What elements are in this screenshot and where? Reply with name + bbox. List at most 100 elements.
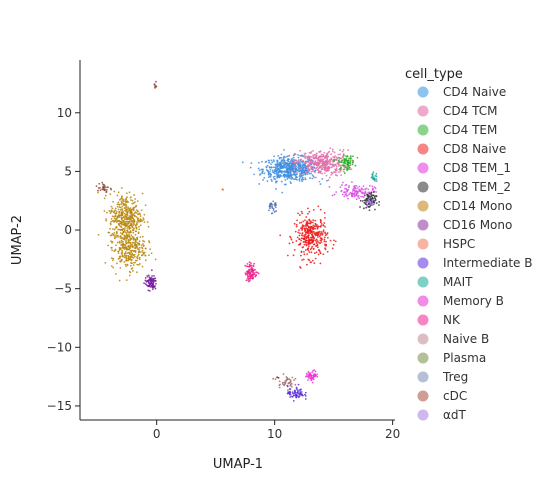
data-point <box>292 164 294 167</box>
data-point <box>286 168 289 170</box>
data-point <box>309 378 312 380</box>
data-point <box>109 227 111 230</box>
data-point <box>328 150 331 153</box>
data-point <box>285 165 288 168</box>
data-point <box>371 201 374 204</box>
data-point <box>333 171 336 173</box>
data-point <box>136 210 139 213</box>
data-point <box>106 211 108 214</box>
data-point <box>286 170 289 172</box>
data-point <box>315 155 317 158</box>
data-point <box>288 391 291 393</box>
data-point <box>304 393 306 396</box>
data-point <box>368 184 371 187</box>
data-point <box>358 185 361 188</box>
data-point <box>122 219 125 222</box>
data-point <box>111 215 114 218</box>
data-point <box>104 194 107 197</box>
data-point <box>131 199 134 202</box>
data-point <box>129 230 132 233</box>
data-point <box>319 150 322 153</box>
data-point <box>130 212 133 215</box>
data-point <box>324 216 326 219</box>
data-point <box>300 239 302 242</box>
data-point <box>244 273 247 276</box>
data-point <box>126 218 129 221</box>
data-point <box>311 377 313 380</box>
data-point <box>326 250 329 253</box>
data-point <box>315 161 318 164</box>
legend-label: CD16 Mono <box>443 218 512 232</box>
data-point <box>141 192 144 195</box>
data-point <box>142 253 145 255</box>
data-point <box>246 262 249 265</box>
data-point <box>149 277 151 280</box>
data-point <box>298 222 301 224</box>
data-point <box>121 221 124 224</box>
data-point <box>378 200 381 203</box>
data-point <box>300 170 303 173</box>
data-point <box>125 265 128 268</box>
y-tick-label: −5 <box>54 282 72 296</box>
data-point <box>134 211 137 213</box>
data-point <box>280 180 283 183</box>
data-point <box>338 165 340 167</box>
data-point <box>269 170 271 173</box>
data-point <box>373 199 375 202</box>
data-point <box>148 290 151 292</box>
data-point <box>304 155 307 158</box>
data-point <box>325 174 328 177</box>
data-point <box>314 257 317 260</box>
data-point <box>121 211 124 214</box>
data-point <box>289 388 292 390</box>
y-tick-label: 0 <box>64 223 72 237</box>
data-point <box>306 263 308 266</box>
data-point <box>337 171 340 174</box>
data-point <box>149 248 152 251</box>
data-point <box>123 236 126 239</box>
data-point <box>288 392 291 395</box>
data-point <box>302 174 305 177</box>
data-point <box>297 154 299 156</box>
data-point <box>323 240 326 243</box>
data-point <box>312 208 315 211</box>
data-point <box>341 159 343 162</box>
data-point <box>295 396 298 399</box>
data-point <box>308 210 311 213</box>
data-point <box>99 189 102 192</box>
data-point <box>313 176 316 179</box>
data-point <box>137 251 140 254</box>
data-point <box>123 254 126 257</box>
data-point <box>285 175 288 177</box>
data-point <box>132 238 135 241</box>
data-point <box>343 195 346 198</box>
data-point <box>248 263 251 266</box>
data-point <box>133 194 136 196</box>
data-point <box>296 171 299 174</box>
data-point <box>147 274 150 277</box>
data-point <box>152 277 155 280</box>
data-point <box>290 166 293 168</box>
data-point <box>309 239 312 241</box>
data-point <box>324 247 326 250</box>
data-point <box>349 164 352 167</box>
data-point <box>319 172 322 174</box>
data-point <box>332 155 334 158</box>
data-point <box>118 211 121 214</box>
data-point <box>136 236 138 239</box>
data-point <box>339 169 342 172</box>
data-point <box>275 210 278 212</box>
data-point <box>128 245 131 248</box>
data-point <box>138 240 141 243</box>
data-point <box>332 243 335 246</box>
data-point <box>113 210 115 213</box>
data-point <box>135 209 138 211</box>
data-point <box>258 183 261 185</box>
data-point <box>319 237 322 240</box>
data-point <box>370 195 373 198</box>
data-point <box>350 193 353 195</box>
data-point <box>340 161 343 164</box>
data-point <box>286 385 289 388</box>
data-point <box>124 203 127 206</box>
legend-marker <box>417 333 429 345</box>
